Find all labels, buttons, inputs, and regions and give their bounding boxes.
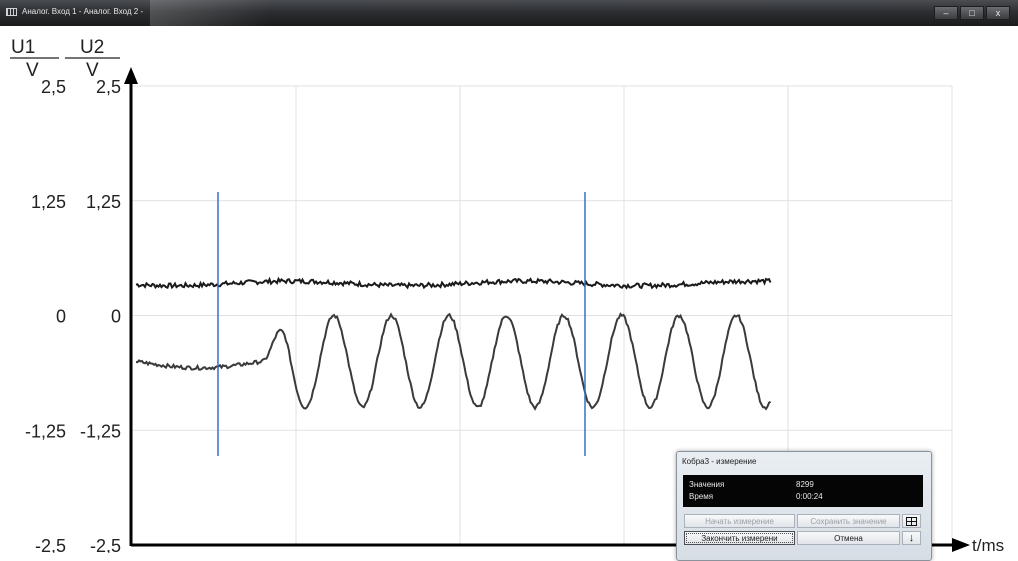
- stop-measurement-button[interactable]: Закончить измерени: [684, 531, 795, 545]
- y1-tick-label: -1,25: [25, 421, 66, 441]
- maximize-button[interactable]: □: [960, 6, 984, 20]
- arrow-down-icon[interactable]: ↓: [902, 531, 921, 545]
- y2-tick-label: -1,25: [80, 421, 121, 441]
- window-title: Аналог. Вход 1 - Аналог. Вход 2 -: [22, 7, 144, 16]
- window-titlebar: Аналог. Вход 1 - Аналог. Вход 2 - – □ x: [0, 0, 1018, 26]
- minimize-button[interactable]: –: [934, 6, 958, 20]
- y1-tick-label: 2,5: [41, 77, 66, 97]
- y2-axis-label: U2: [80, 37, 104, 58]
- start-measurement-button[interactable]: Начать измерение: [684, 514, 795, 528]
- close-button[interactable]: x: [986, 6, 1010, 20]
- values-count: 8299: [796, 480, 814, 489]
- y2-axis-unit: V: [86, 60, 99, 81]
- y2-tick-label: 0: [111, 307, 121, 327]
- y1-axis-unit: V: [26, 60, 39, 81]
- y2-tick-label: 2,5: [96, 77, 121, 97]
- cancel-button[interactable]: Отмена: [797, 531, 900, 545]
- y-axis-arrow-icon: [124, 67, 138, 84]
- table-icon[interactable]: [902, 514, 921, 528]
- x-axis-arrow-icon: [952, 538, 970, 552]
- values-row: Значения 8299: [689, 480, 814, 489]
- y1-tick-label: 0: [56, 307, 66, 327]
- y1-axis-label: U1: [11, 37, 35, 58]
- x-axis-label: t/ms: [972, 536, 1004, 553]
- values-label: Значения: [689, 480, 725, 489]
- trace-u1: [135, 276, 772, 290]
- app-icon[interactable]: [6, 8, 17, 16]
- y2-tick-label: 1,25: [86, 192, 121, 212]
- dialog-readout-panel: Значения 8299 Время 0:00:24: [683, 475, 923, 507]
- time-label: Время: [689, 492, 714, 501]
- y2-tick-label: -2,5: [90, 536, 121, 553]
- window-controls: – □ x: [934, 6, 1010, 20]
- y1-tick-label: 1,25: [31, 192, 66, 212]
- measurement-dialog[interactable]: Кобра3 - измерение Значения 8299 Время 0…: [676, 451, 932, 561]
- y-tick-labels: 2,5 2,5 1,25 1,25 0 0 -1,25 -1,25 -2,5 -2,5: [25, 77, 121, 553]
- time-row: Время 0:00:24: [689, 492, 823, 501]
- time-value: 0:00:24: [796, 492, 823, 501]
- dialog-title: Кобра3 - измерение: [682, 457, 757, 466]
- plot-markers: [217, 192, 586, 456]
- plot-traces: [135, 276, 772, 411]
- y1-tick-label: -2,5: [35, 536, 66, 553]
- save-value-button[interactable]: Сохранить значение: [797, 514, 900, 528]
- trace-u2: [136, 312, 772, 411]
